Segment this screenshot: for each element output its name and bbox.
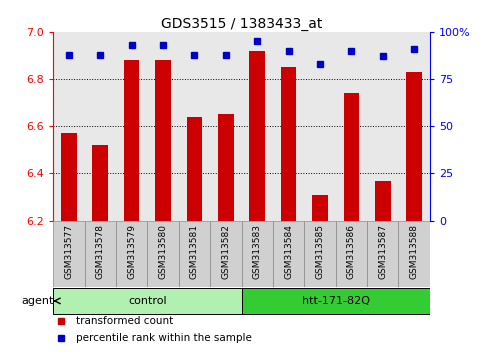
Bar (343, 93, 359, 221)
Text: percentile rank within the sample: percentile rank within the sample (76, 333, 252, 343)
Bar (53, 288, 242, 314)
Bar (406, 72, 422, 221)
Bar (242, 288, 430, 314)
Text: GSM313586: GSM313586 (347, 224, 356, 279)
Text: GSM313585: GSM313585 (315, 224, 325, 279)
Title: GDS3515 / 1383433_at: GDS3515 / 1383433_at (161, 17, 322, 31)
Bar (85, 221, 116, 287)
Text: agent: agent (22, 296, 54, 306)
Text: GSM313577: GSM313577 (64, 224, 73, 279)
Text: transformed count: transformed count (76, 316, 173, 326)
Bar (242, 221, 273, 287)
Bar (273, 221, 304, 287)
Bar (398, 221, 430, 287)
Bar (312, 195, 328, 221)
Text: GSM313584: GSM313584 (284, 224, 293, 279)
Text: control: control (128, 296, 167, 306)
Text: GSM313583: GSM313583 (253, 224, 262, 279)
Bar (61, 133, 77, 221)
Bar (179, 221, 210, 287)
Bar (92, 145, 108, 221)
Bar (304, 221, 336, 287)
Bar (53, 221, 85, 287)
Text: GSM313588: GSM313588 (410, 224, 419, 279)
Text: GSM313587: GSM313587 (378, 224, 387, 279)
Text: GSM313578: GSM313578 (96, 224, 105, 279)
Bar (367, 221, 398, 287)
Bar (375, 181, 391, 221)
Bar (218, 114, 234, 221)
Bar (155, 60, 171, 221)
Text: GSM313579: GSM313579 (127, 224, 136, 279)
Bar (147, 221, 179, 287)
Bar (249, 51, 265, 221)
Bar (124, 60, 140, 221)
Text: GSM313582: GSM313582 (221, 224, 230, 279)
Bar (336, 221, 367, 287)
Bar (210, 221, 242, 287)
Bar (116, 221, 147, 287)
Bar (281, 67, 297, 221)
Bar (186, 117, 202, 221)
Text: GSM313580: GSM313580 (158, 224, 168, 279)
Text: htt-171-82Q: htt-171-82Q (302, 296, 369, 306)
Text: GSM313581: GSM313581 (190, 224, 199, 279)
